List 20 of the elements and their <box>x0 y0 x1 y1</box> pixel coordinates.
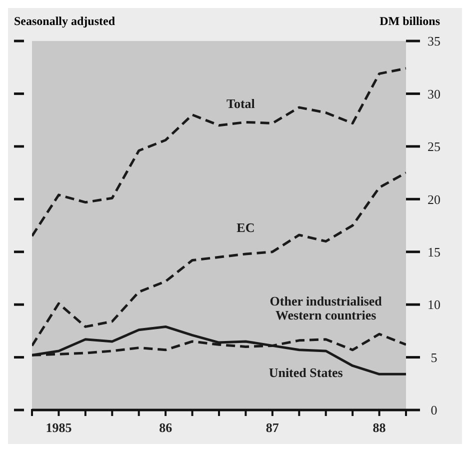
y-tick-label: 10 <box>428 297 440 312</box>
series-label: United States <box>268 364 343 380</box>
x-tick-label: 88 <box>372 420 386 435</box>
series-label: EC <box>236 220 255 235</box>
y-tick-label: 20 <box>428 192 440 207</box>
y-tick-label: 5 <box>430 350 438 365</box>
series-label: Total <box>226 96 256 112</box>
chart-subtitle: Seasonally adjusted <box>14 14 116 29</box>
series-label: Other industrialised Western countries <box>270 293 383 322</box>
line-series <box>32 67 406 238</box>
line-series <box>32 172 406 347</box>
x-tick-label: 86 <box>159 420 173 435</box>
y-tick-label: 25 <box>428 139 440 154</box>
x-tick-label: 1985 <box>46 420 72 435</box>
y-tick-label: 0 <box>430 402 438 418</box>
y-axis-title: DM billions <box>380 14 440 29</box>
y-tick-label: 15 <box>428 244 440 260</box>
y-tick-label: 30 <box>428 86 440 102</box>
x-tick-label: 87 <box>266 420 280 435</box>
y-tick-label: 35 <box>428 34 440 49</box>
